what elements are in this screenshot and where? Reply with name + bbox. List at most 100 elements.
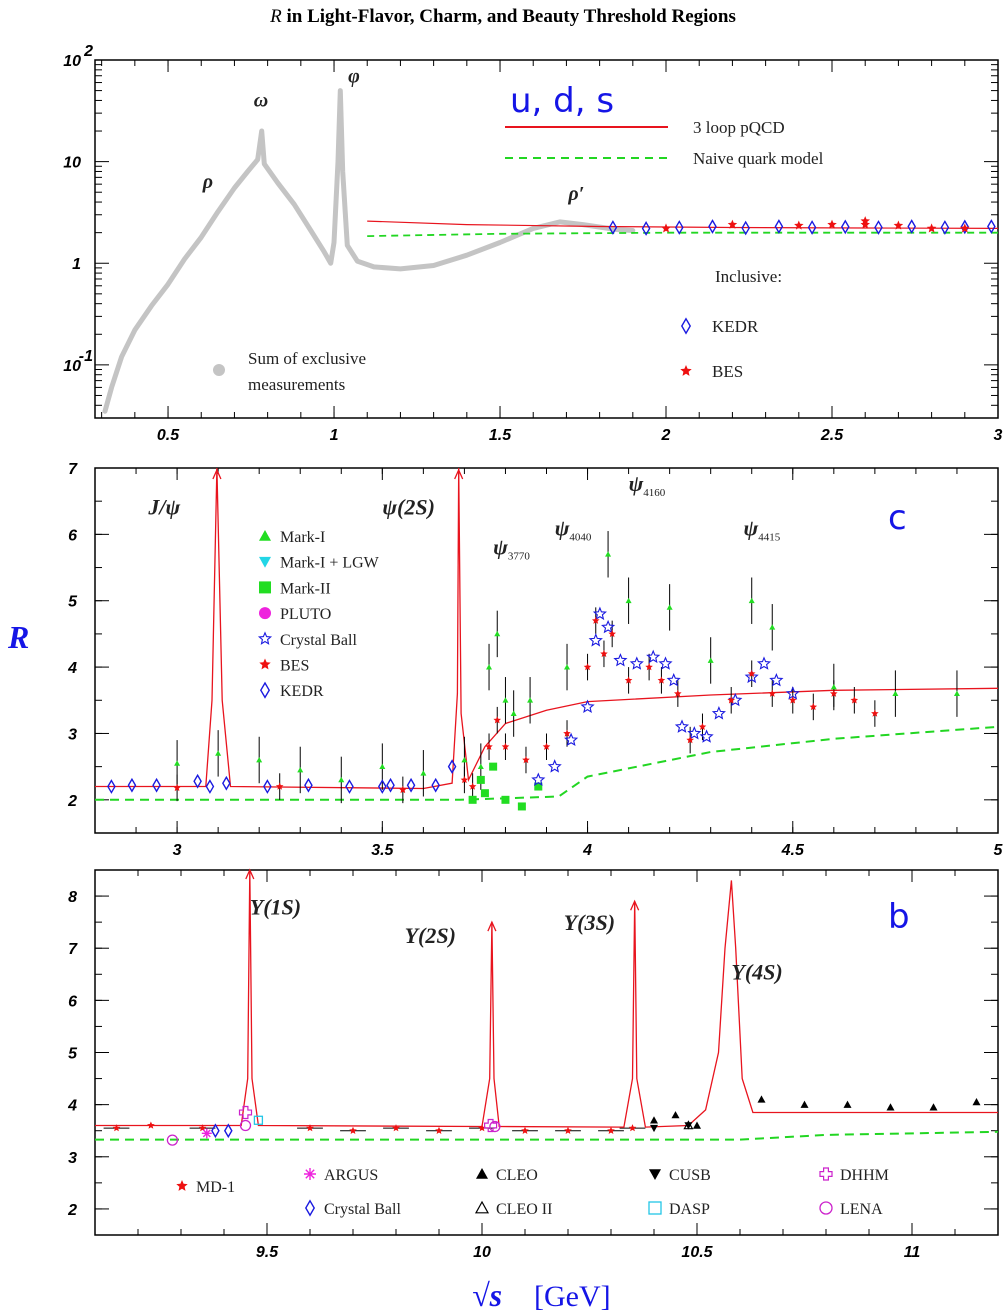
mark-i-point (477, 763, 484, 770)
naive-model-curve (367, 231, 998, 237)
kedr-point (874, 220, 883, 235)
x-tick-label: 9.5 (256, 1244, 279, 1261)
crystal-ball-point (666, 672, 681, 687)
mark-i-point (502, 697, 509, 703)
kedr-point (406, 777, 416, 793)
resonance-subscript: 4415 (758, 532, 781, 544)
crystal-ball-point (687, 726, 702, 740)
kedr-point (193, 773, 202, 789)
md-1-point (628, 1124, 637, 1132)
resonance-label: ω (254, 89, 268, 111)
x-axis-label-symbol: √s (472, 1277, 502, 1313)
mark-i-point (297, 766, 304, 773)
mark-i-point (486, 664, 493, 670)
bes-point (460, 775, 469, 784)
kedr-point (807, 220, 817, 235)
bes-point (698, 722, 707, 731)
bes-point (926, 223, 937, 233)
mark-i-point (510, 710, 517, 716)
x-tick-label: 1 (330, 427, 339, 444)
resonance-label: φ (348, 66, 360, 88)
bes-point (501, 742, 510, 750)
kedr-point (960, 219, 970, 235)
argus-point (201, 1128, 212, 1139)
region-label: b (888, 897, 910, 937)
bes-point (645, 663, 653, 671)
mark-i-point (174, 760, 181, 766)
lena-point (166, 1134, 179, 1146)
legend-label: LENA (840, 1201, 883, 1218)
x-tick-label: 3 (994, 427, 1003, 444)
bes-point (747, 669, 756, 677)
x-tick-label: 10 (473, 1244, 491, 1261)
x-tick-label: 1.5 (489, 427, 512, 444)
peak-arrow (454, 468, 464, 480)
legend-inclusive-heading: Inclusive: (715, 267, 782, 286)
legend-label: ARGUS (324, 1167, 378, 1184)
dhhm-point (238, 1105, 253, 1120)
mark-i-point (953, 690, 960, 697)
kedr-point (840, 219, 850, 235)
x-tick-label: 4 (582, 842, 592, 859)
bes-point (686, 736, 694, 744)
legend-marker (176, 1180, 188, 1191)
md-1-point (435, 1126, 443, 1134)
crystal-ball-point (547, 759, 562, 773)
naive-model-curve (95, 1130, 999, 1141)
bes-point (850, 696, 859, 704)
crystal-ball-point (769, 672, 784, 687)
y-axis-label: R (7, 619, 29, 655)
y-tick-label: 4 (67, 1098, 77, 1115)
cleo-point (800, 1100, 809, 1108)
crystal-ball-point (592, 606, 607, 621)
x-tick-label: 0.5 (157, 427, 180, 444)
panel-charm: 3 3.5 4 4.5 5 2 3 4 5 6 7 J/ψ ψ(2S) ψ3770 ψ4040 ψ4160 ψ4… (67, 461, 1003, 859)
legend-exclusive-label-line1: Sum of exclusive (248, 349, 366, 368)
bes-point (809, 702, 818, 711)
legend-marker (304, 1168, 316, 1180)
legend-label: Mark-II (280, 580, 331, 597)
resonance-label: Υ(1S) (250, 894, 301, 919)
y-tick-label: 10 (63, 53, 81, 70)
kedr-point (708, 219, 717, 234)
md-1-point (607, 1126, 615, 1134)
bes-point (542, 742, 551, 750)
legend-marker (259, 607, 271, 620)
kedr-point (107, 779, 116, 794)
bes-point (960, 223, 970, 233)
kedr-point (608, 220, 618, 235)
legend-label: Crystal Ball (324, 1201, 401, 1218)
legend-marker (819, 1201, 833, 1215)
mark-i-point (564, 664, 571, 670)
panel-beauty: 9.5 10 10.5 11 2 3 4 5 6 7 8 Υ(1S) Υ(2S) Υ(3S) Υ(4S) b M… (67, 868, 999, 1261)
bes-point (893, 220, 904, 230)
lena-point (239, 1119, 252, 1132)
crystal-ball-point (658, 656, 673, 670)
bes-point (727, 696, 735, 704)
mark-i-point (420, 770, 427, 776)
legend-label: Mark-I + LGW (280, 555, 380, 572)
legend-label: DHHM (840, 1167, 889, 1184)
title-symbol: R (270, 6, 282, 27)
mark-i-point (461, 757, 468, 763)
bes-point (592, 616, 600, 624)
mark-i-point (666, 604, 673, 610)
legend-marker (474, 1200, 490, 1214)
y-tick-label: 2 (67, 793, 77, 810)
mark-i-point (494, 630, 501, 637)
y-tick-label: 7 (68, 941, 78, 958)
cleo-point (650, 1116, 658, 1124)
peak-arrow (212, 468, 222, 480)
mark-ii-point (534, 782, 543, 791)
resonance-label: ψ4415 (744, 516, 781, 544)
bes-point (794, 220, 804, 230)
bes-point (600, 649, 608, 658)
legend-label: BES (280, 658, 309, 675)
x-axis-label-unit: [GeV] (534, 1280, 611, 1313)
kedr-point (152, 777, 161, 793)
y-tick-label: 1 (72, 256, 81, 273)
bes-point (830, 689, 838, 697)
x-tick-label: 10.5 (681, 1244, 713, 1261)
crystal-ball-point (699, 729, 714, 743)
mark-ii-point (476, 775, 485, 784)
